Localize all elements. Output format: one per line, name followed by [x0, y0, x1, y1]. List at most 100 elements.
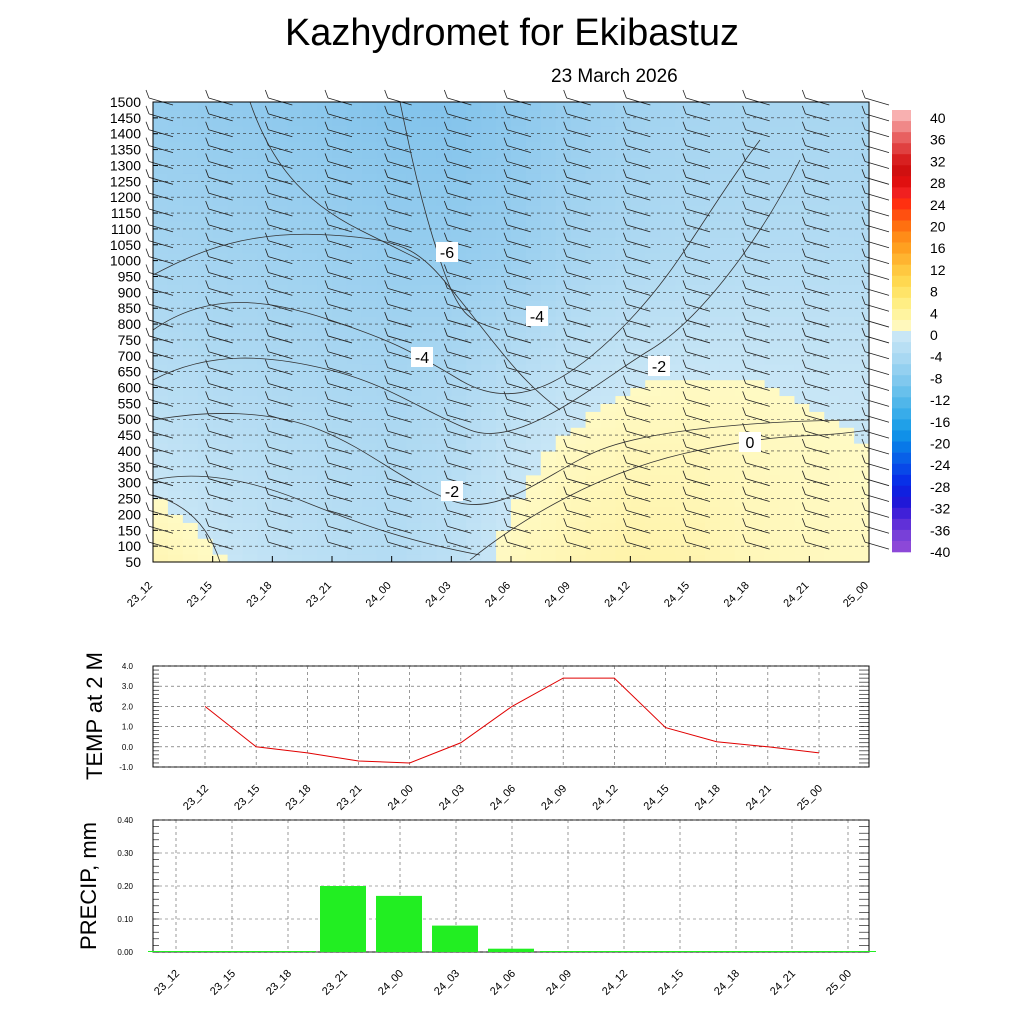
temperature-cell — [361, 117, 378, 127]
temperature-cell — [690, 554, 706, 563]
temperature-cell — [227, 189, 244, 198]
temperature-cell — [690, 371, 706, 381]
temperature-cell — [645, 538, 661, 547]
temperature-cell — [719, 332, 736, 341]
wind-barb-flag — [801, 486, 806, 495]
temperature-cell — [540, 363, 557, 373]
temperature-cell — [391, 419, 408, 428]
temperature-cell — [645, 236, 661, 246]
wind-barb-flag — [205, 486, 210, 495]
temperature-cell — [332, 339, 348, 349]
temperature-cell — [346, 490, 363, 500]
temperature-cell — [511, 435, 527, 444]
temperature-cell — [570, 450, 587, 460]
temperature-cell — [704, 411, 721, 420]
temperature-cell — [675, 474, 691, 484]
wind-barb-flag — [861, 311, 866, 321]
wind-barb-flag — [324, 153, 329, 162]
temperature-cell — [540, 300, 557, 309]
wind-barb-flag — [205, 105, 210, 115]
temperature-cell — [660, 538, 676, 547]
wind-barb — [805, 383, 830, 391]
temperature-cell — [212, 324, 229, 333]
temperature-cell — [764, 308, 781, 317]
temperature-cell — [272, 157, 288, 167]
temperature-cell — [391, 308, 408, 317]
temperature-cell — [600, 538, 617, 547]
wind-barb — [626, 161, 651, 169]
wind-barb-flag — [324, 470, 329, 479]
wind-barb — [685, 398, 711, 407]
wind-barb-flag — [861, 454, 866, 463]
wind-barb-flag — [622, 153, 627, 162]
temperature-cell — [346, 109, 363, 119]
temperature-cell — [197, 443, 214, 452]
height-tick-label: 1150 — [111, 205, 141, 221]
temperature-cell — [466, 205, 482, 214]
temperature-cell — [153, 387, 169, 397]
temperature-cell — [809, 522, 825, 531]
temperature-cell — [600, 403, 617, 412]
temperature-cell — [511, 466, 527, 476]
temperature-cell — [779, 554, 796, 563]
temperature-cell — [496, 157, 512, 167]
temperature-cell — [451, 546, 467, 555]
temperature-cell — [600, 308, 617, 317]
temperature-cell — [242, 300, 259, 309]
wind-barb — [745, 319, 770, 328]
temperature-cell — [764, 165, 781, 174]
temperature-cell — [197, 284, 214, 293]
temperature-cell — [615, 284, 631, 293]
colorbar-segment — [892, 485, 911, 498]
temperature-cell — [361, 347, 378, 357]
wind-barb-flag — [264, 311, 269, 321]
temperature-cell — [451, 435, 467, 444]
temperature-cell — [839, 244, 855, 254]
wind-barb — [506, 240, 532, 249]
wind-barb-flag — [742, 311, 747, 321]
temperature-cell — [824, 284, 840, 293]
temperature-cell — [794, 109, 810, 119]
temperature-cell — [794, 300, 810, 309]
temperature-cell — [511, 149, 527, 159]
temperature-cell — [511, 514, 527, 523]
temperature-cell — [630, 228, 646, 238]
wind-barb-flag — [503, 137, 508, 146]
wind-barb — [685, 494, 711, 502]
temperature-cell — [704, 466, 721, 476]
temperature-cell — [675, 252, 691, 262]
temperature-cell — [570, 490, 587, 500]
temperature-cell — [481, 228, 497, 238]
wind-barb-flag — [503, 153, 508, 162]
wind-barb-flag — [861, 185, 866, 194]
temperature-cell — [332, 292, 348, 301]
temperature-cell — [630, 268, 646, 278]
temperature-cell — [555, 332, 572, 341]
wind-barb-flag — [861, 105, 866, 115]
temperature-cell — [660, 332, 676, 341]
temperature-cell — [272, 205, 288, 214]
wind-barb — [447, 145, 472, 153]
temperature-cell — [645, 435, 661, 444]
temperature-cell — [809, 498, 825, 508]
temperature-cell — [645, 419, 661, 428]
temperature-cell — [421, 165, 438, 174]
temperature-cell — [227, 466, 244, 476]
wind-barb-flag — [324, 200, 329, 210]
temperature-cell — [153, 165, 169, 174]
temperature-cell — [585, 252, 602, 262]
temperature-cell — [749, 538, 766, 547]
temperature-cell — [361, 165, 378, 174]
colorbar-segment — [892, 297, 911, 310]
temperature-cell — [690, 133, 706, 143]
temperature-cell — [630, 363, 646, 373]
wind-barb — [506, 398, 532, 407]
wind-barb-flag — [622, 422, 627, 432]
height-tick-label: 1050 — [110, 237, 141, 253]
temperature-cell — [242, 458, 259, 468]
temperature-cell — [332, 443, 348, 452]
temperature-cell — [242, 284, 259, 293]
temperature-cell — [764, 236, 781, 246]
temperature-cell — [317, 546, 333, 555]
temperature-cell — [346, 371, 363, 381]
